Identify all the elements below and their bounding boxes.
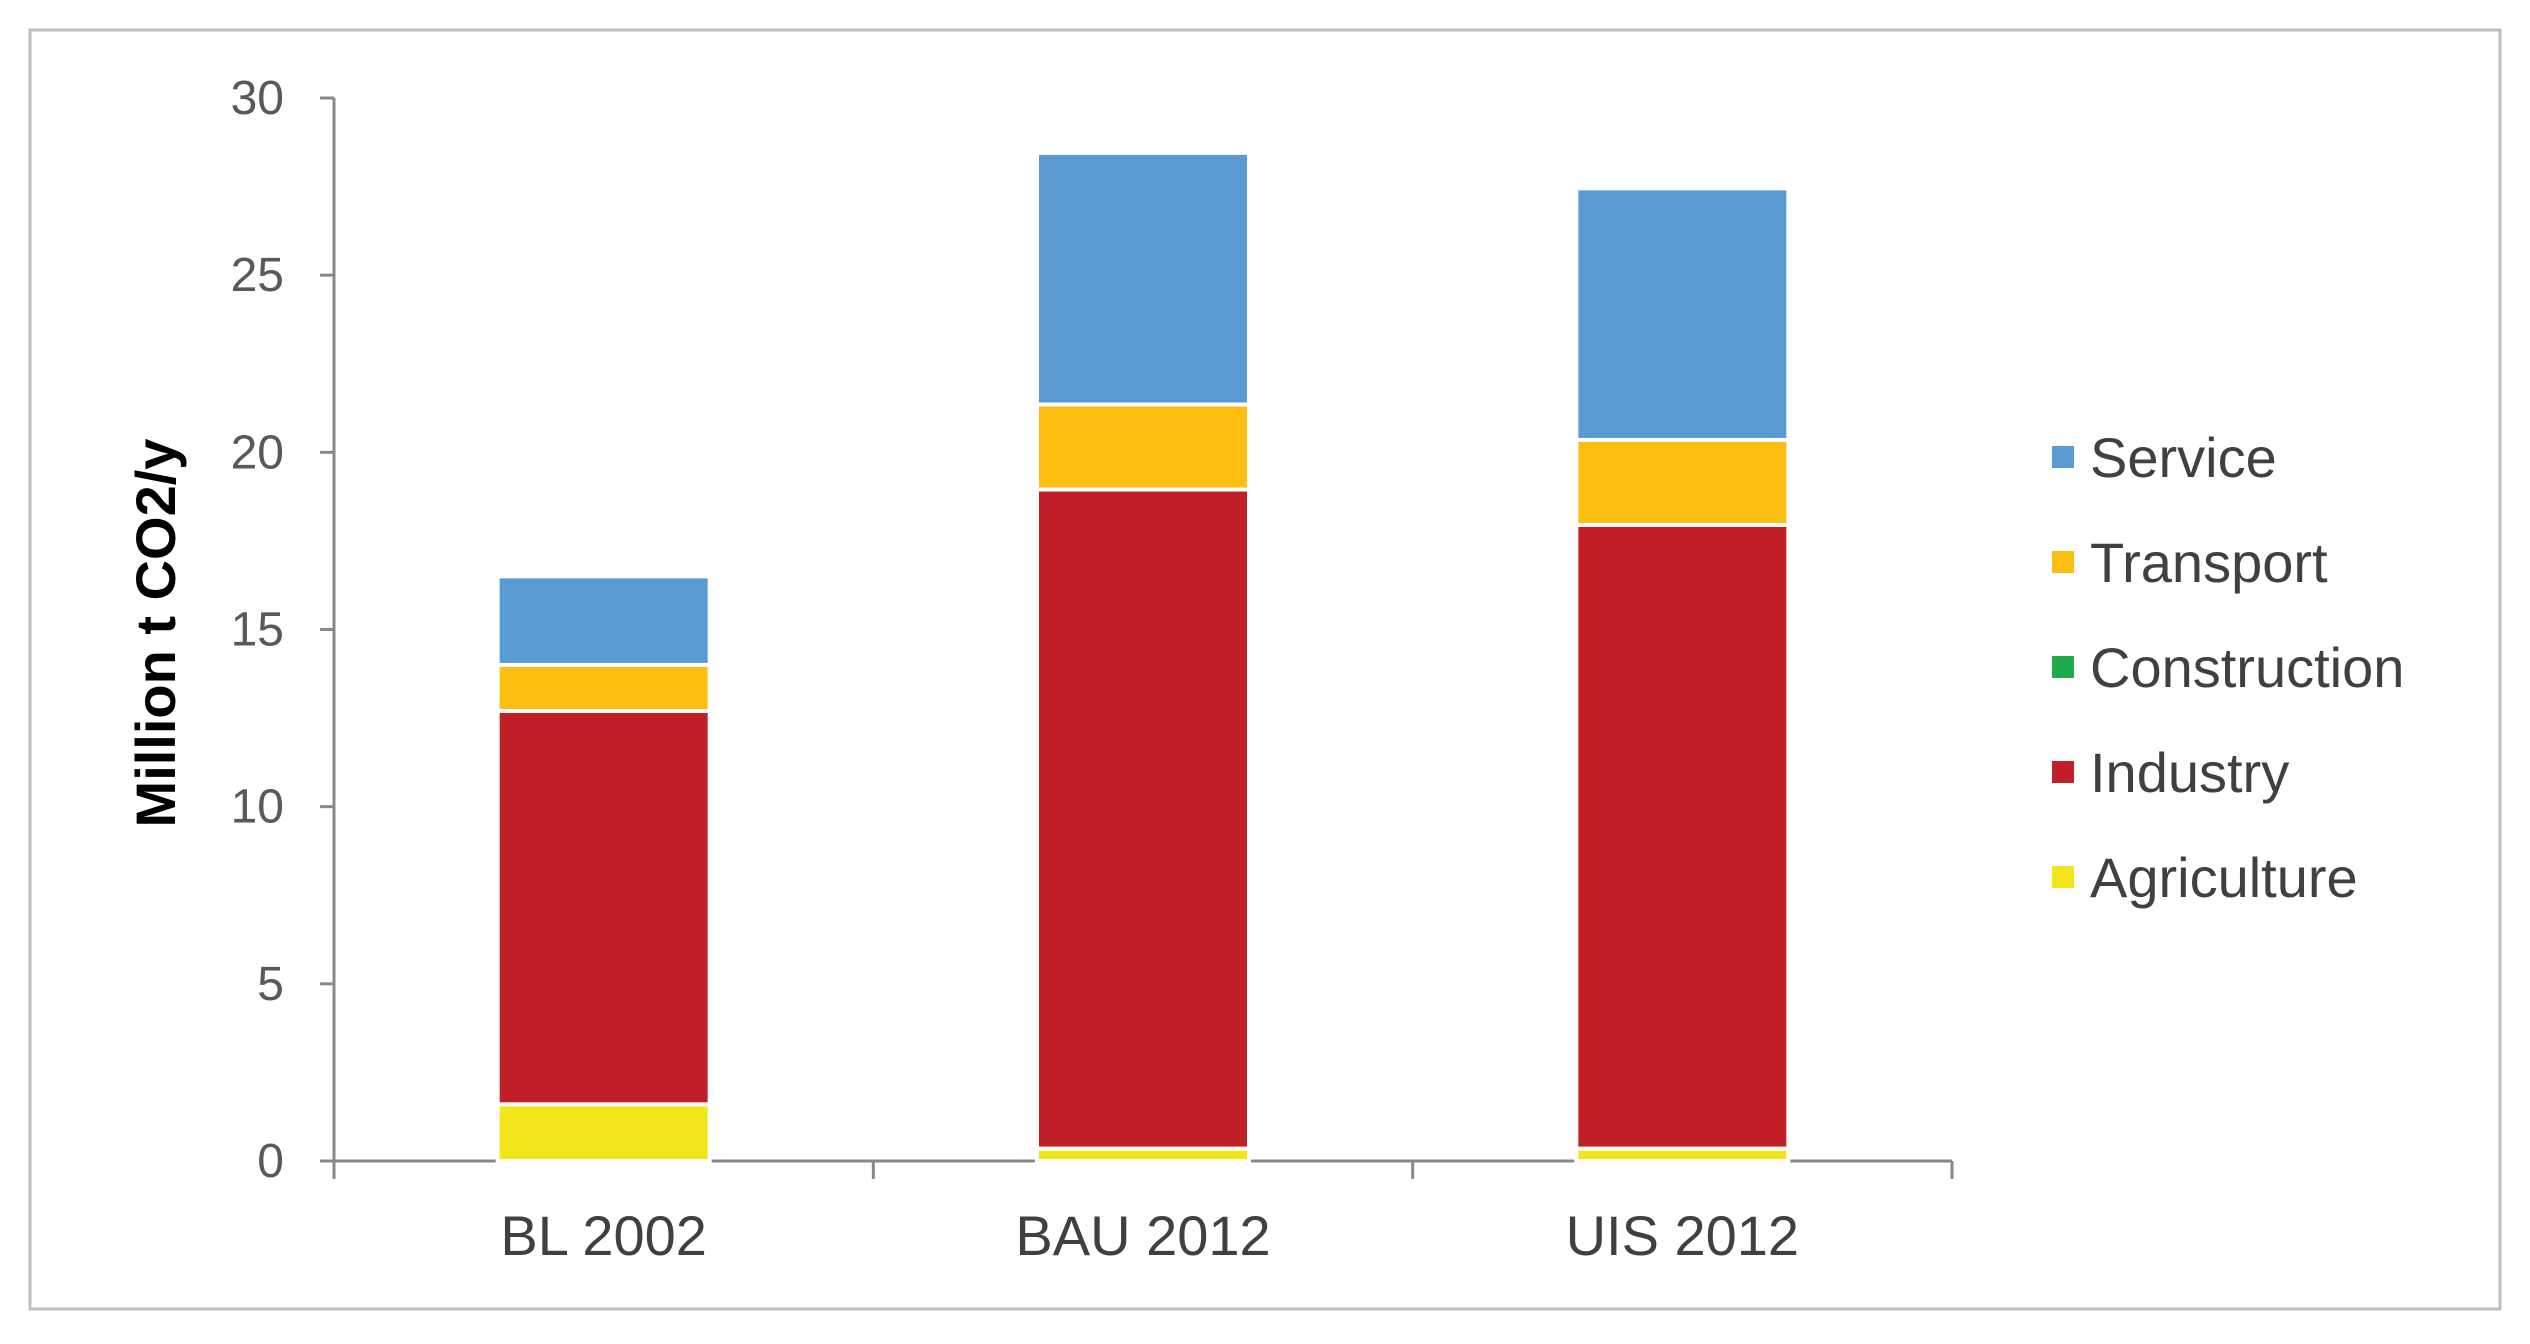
- y-tick-label: 25: [231, 249, 284, 302]
- legend: Service Transport Construction Industry Agri…: [2052, 426, 2404, 909]
- legend-swatch-construction: [2052, 656, 2074, 678]
- category-label: BAU 2012: [1015, 1204, 1270, 1267]
- legend-label-agriculture: Agriculture: [2090, 846, 2358, 909]
- y-tick-label: 0: [257, 1135, 284, 1188]
- legend-label-construction: Construction: [2090, 636, 2404, 699]
- y-tick-label: 20: [231, 426, 284, 479]
- legend-swatch-service: [2052, 446, 2074, 468]
- y-tick-label: 30: [231, 72, 284, 125]
- y-axis-label: Million t CO2/y: [124, 439, 187, 828]
- bar-segment-industry: [495, 708, 712, 1107]
- bar-segment-service: [495, 574, 712, 667]
- bar-segment-transport: [1574, 437, 1791, 527]
- category-labels: BL 2002 BAU 2012 UIS 2012: [500, 1204, 1799, 1267]
- tick-labels: 0 5 10 15 20 25 30: [231, 72, 284, 1188]
- category-label: BL 2002: [500, 1204, 707, 1267]
- legend-swatch-industry: [2052, 761, 2074, 783]
- bar-segment-service: [1574, 186, 1791, 442]
- bar-segment-transport: [495, 662, 712, 713]
- y-tick-label: 5: [257, 958, 284, 1011]
- y-tick-label: 10: [231, 781, 284, 834]
- chart-border: [28, 28, 2502, 1311]
- bar-segment-agriculture: [495, 1102, 712, 1163]
- y-tick-label: 15: [231, 604, 284, 657]
- bar-segment-industry: [1574, 522, 1791, 1151]
- legend-swatch-agriculture: [2052, 866, 2074, 888]
- bar-segment-service: [1035, 150, 1251, 407]
- legend-label-transport: Transport: [2090, 531, 2328, 594]
- bars: [495, 150, 1791, 1164]
- legend-label-industry: Industry: [2090, 741, 2289, 804]
- category-label: UIS 2012: [1566, 1204, 1800, 1267]
- legend-swatch-transport: [2052, 551, 2074, 573]
- bar-segment-industry: [1035, 487, 1251, 1151]
- legend-label-service: Service: [2090, 426, 2277, 489]
- bar-segment-transport: [1035, 402, 1251, 492]
